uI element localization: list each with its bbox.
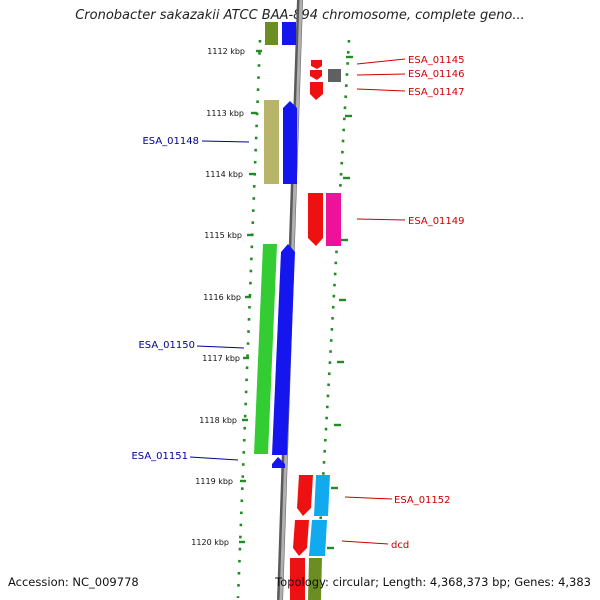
gene-label-ESA_01151[interactable]: ESA_01151 bbox=[131, 451, 188, 462]
feature-olive-top bbox=[265, 22, 278, 45]
gene-arrow-ESA_01149 bbox=[308, 193, 323, 246]
accession-text: Accession: NC_009778 bbox=[8, 575, 139, 589]
feature-red-bottom bbox=[290, 558, 305, 600]
gene-label-ESA_01152[interactable]: ESA_01152 bbox=[394, 495, 451, 506]
gene-label-ESA_01147[interactable]: ESA_01147 bbox=[408, 87, 465, 98]
scale-label: 1112 kbp bbox=[207, 47, 245, 56]
feature-cyan-01152 bbox=[314, 475, 330, 516]
topology-summary-text: Topology: circular; Length: 4,368,373 bp… bbox=[275, 575, 591, 589]
feature-blue-top bbox=[282, 22, 296, 45]
gene-arrow-ESA_01146 bbox=[310, 70, 322, 80]
gene-label-ESA_01148[interactable]: ESA_01148 bbox=[142, 136, 199, 147]
scale-label: 1118 kbp bbox=[199, 416, 237, 425]
scale-label: 1116 kbp bbox=[203, 293, 241, 302]
feature-cyan-dcd bbox=[309, 520, 327, 556]
gene-label-ESA_01149[interactable]: ESA_01149 bbox=[408, 216, 465, 227]
gene-arrow-ESA_01145 bbox=[311, 60, 322, 69]
gene-arrow-ESA_01147 bbox=[310, 82, 323, 100]
gene-arrow-ESA_01148 bbox=[283, 101, 297, 184]
feature-green-01150 bbox=[254, 244, 277, 454]
gene-arrow-dcd bbox=[293, 520, 309, 556]
scale-label: 1117 kbp bbox=[202, 354, 240, 363]
gene-labels-minus: ESA_01148 ESA_01150 ESA_01151 bbox=[131, 136, 199, 462]
feature-grey-01146 bbox=[328, 69, 341, 82]
scale-ticks bbox=[239, 49, 262, 544]
gene-arrow-ESA_01152 bbox=[297, 475, 313, 516]
scale-label: 1114 kbp bbox=[205, 170, 243, 179]
leader-lines-plus bbox=[341, 58, 406, 545]
gene-label-ESA_01150[interactable]: ESA_01150 bbox=[138, 340, 195, 351]
scale-label: 1115 kbp bbox=[204, 231, 242, 240]
gene-label-ESA_01145[interactable]: ESA_01145 bbox=[408, 55, 465, 66]
leader-lines-minus bbox=[189, 140, 250, 461]
gene-labels-plus: ESA_01145 ESA_01146 ESA_01147 ESA_01149 … bbox=[391, 55, 465, 551]
feature-olive-bottom bbox=[308, 558, 322, 600]
scale-labels: 1112 kbp 1113 kbp 1114 kbp 1115 kbp 1116… bbox=[191, 47, 245, 547]
feature-khaki-01148 bbox=[264, 100, 279, 184]
scale-label: 1113 kbp bbox=[206, 109, 244, 118]
gene-label-dcd[interactable]: dcd bbox=[391, 540, 409, 551]
inner-dotted-ruler-right bbox=[314, 39, 351, 599]
right-ruler-dashes bbox=[327, 55, 353, 550]
feature-pink-01149 bbox=[326, 193, 341, 246]
gene-arrow-ESA_01151 bbox=[272, 457, 285, 468]
gene-arrow-ESA_01150 bbox=[272, 244, 295, 455]
scale-label: 1119 kbp bbox=[195, 477, 233, 486]
scale-label: 1120 kbp bbox=[191, 538, 229, 547]
outer-dotted-ruler-left bbox=[236, 39, 262, 599]
gene-label-ESA_01146[interactable]: ESA_01146 bbox=[408, 69, 465, 80]
